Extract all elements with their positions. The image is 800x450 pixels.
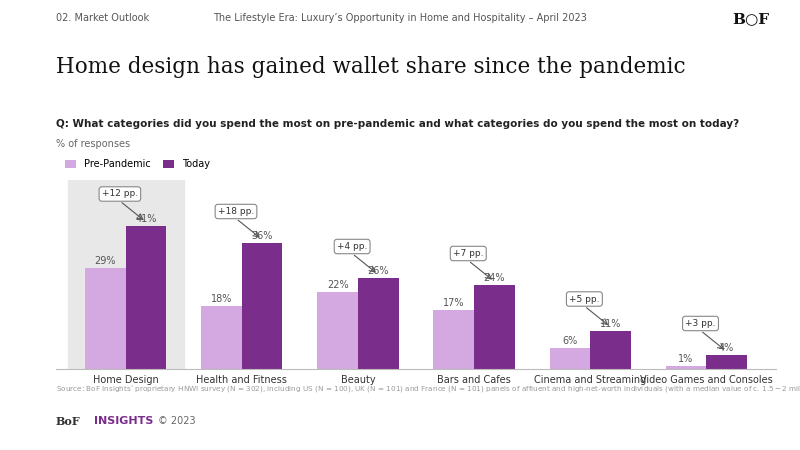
Bar bbox=[474, 285, 514, 369]
Text: © 2023: © 2023 bbox=[158, 416, 196, 426]
Text: Home design has gained wallet share since the pandemic: Home design has gained wallet share sinc… bbox=[56, 56, 686, 78]
Text: +18 pp.: +18 pp. bbox=[218, 207, 254, 216]
Bar bbox=[126, 225, 166, 369]
Text: 24%: 24% bbox=[484, 273, 505, 283]
Text: The Lifestyle Era: Luxury’s Opportunity in Home and Hospitality – April 2023: The Lifestyle Era: Luxury’s Opportunity … bbox=[213, 13, 587, 22]
Text: 17%: 17% bbox=[443, 298, 465, 308]
Text: +5 pp.: +5 pp. bbox=[569, 294, 600, 303]
Text: 22%: 22% bbox=[327, 280, 349, 290]
Text: 26%: 26% bbox=[367, 266, 389, 276]
Text: 29%: 29% bbox=[94, 256, 116, 266]
Text: +3 pp.: +3 pp. bbox=[686, 319, 716, 328]
Bar bbox=[201, 306, 242, 369]
Bar bbox=[358, 278, 398, 369]
Text: B○F: B○F bbox=[732, 13, 769, 27]
Text: 41%: 41% bbox=[135, 214, 157, 224]
Text: 11%: 11% bbox=[600, 319, 622, 329]
Bar bbox=[242, 243, 282, 369]
Text: 18%: 18% bbox=[210, 294, 232, 304]
Text: 1%: 1% bbox=[678, 354, 694, 364]
Text: Source: BoF Insights’ proprietary HNWI survey (N = 302), including US (N = 100),: Source: BoF Insights’ proprietary HNWI s… bbox=[56, 383, 800, 394]
Bar bbox=[318, 292, 358, 369]
Bar bbox=[590, 330, 631, 369]
Text: 36%: 36% bbox=[251, 231, 273, 241]
Text: INSIGHTS: INSIGHTS bbox=[94, 416, 154, 426]
Bar bbox=[68, 180, 184, 369]
Bar bbox=[550, 348, 590, 369]
Text: BoF: BoF bbox=[56, 416, 81, 427]
Text: +12 pp.: +12 pp. bbox=[102, 189, 138, 198]
Text: 02. Market Outlook: 02. Market Outlook bbox=[56, 13, 149, 22]
Legend: Pre-Pandemic, Today: Pre-Pandemic, Today bbox=[61, 156, 214, 173]
Text: +7 pp.: +7 pp. bbox=[453, 249, 483, 258]
Text: % of responses: % of responses bbox=[56, 139, 130, 148]
Text: 6%: 6% bbox=[562, 336, 578, 346]
Bar bbox=[85, 267, 126, 369]
Text: Q: What categories did you spend the most on pre-pandemic and what categories do: Q: What categories did you spend the mos… bbox=[56, 119, 739, 129]
Text: +4 pp.: +4 pp. bbox=[337, 242, 367, 251]
Bar bbox=[666, 365, 706, 369]
Text: 4%: 4% bbox=[719, 343, 734, 353]
Bar bbox=[434, 310, 474, 369]
Bar bbox=[706, 355, 747, 369]
